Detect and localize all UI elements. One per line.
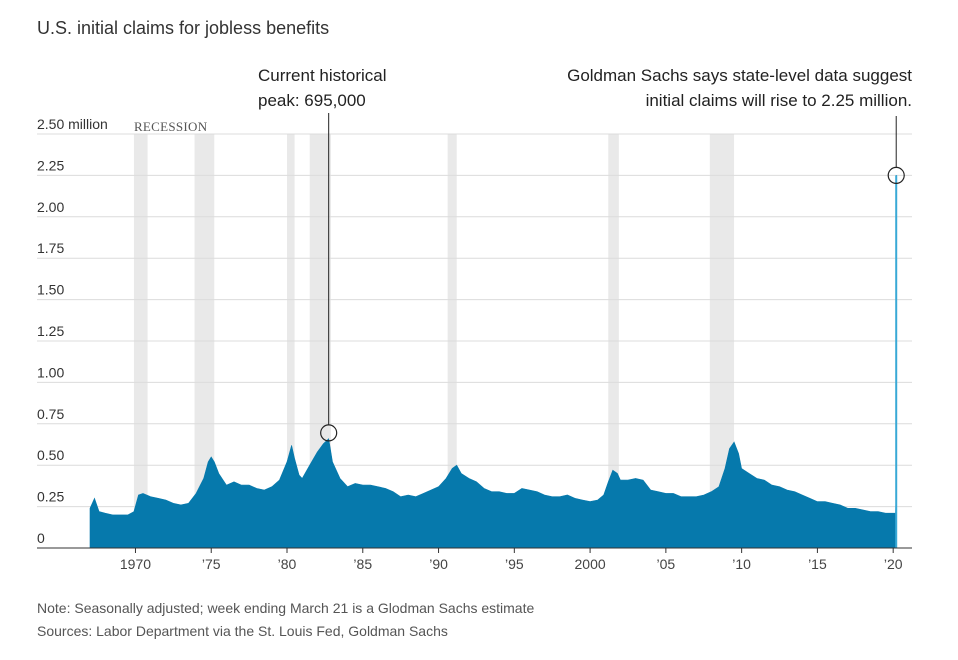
estimate-annotation-text: Goldman Sachs says state-level data sugg… [567, 66, 912, 85]
x-tick-label: ’15 [808, 556, 827, 572]
annotations: Current historical peak: 695,000 Goldman S… [258, 66, 912, 442]
x-tick-label: 2000 [575, 556, 606, 572]
y-tick-label: 1.75 [37, 240, 64, 256]
peak-annotation-text: Current historical [258, 66, 387, 85]
x-tick-label: ’95 [505, 556, 524, 572]
chart-title: U.S. initial claims for jobless benefits [37, 18, 330, 38]
estimate-annotation-text: initial claims will rise to 2.25 million… [646, 91, 912, 110]
peak-annotation-text: peak: 695,000 [258, 91, 366, 110]
x-tick-label: ’90 [429, 556, 448, 572]
x-tick-label: ’10 [732, 556, 751, 572]
claims-area-path [89, 175, 897, 549]
y-tick-label: 1.00 [37, 364, 64, 380]
x-tick-label: ’85 [353, 556, 372, 572]
claims-area [89, 175, 898, 549]
x-tick-label: ’20 [884, 556, 903, 572]
y-tick-label: 0.75 [37, 406, 64, 422]
chart-sources: Sources: Labor Department via the St. Lo… [37, 623, 448, 639]
y-tick-label: 2.00 [37, 199, 64, 215]
peak-marker [320, 424, 338, 442]
y-tick-label: 2.25 [37, 157, 64, 173]
recession-label: RECESSION [134, 119, 208, 134]
chart-note: Note: Seasonally adjusted; week ending M… [37, 600, 535, 616]
y-tick-label: 0.50 [37, 447, 64, 463]
y-tick-label: 0 [37, 530, 45, 546]
x-tick-label: ’80 [278, 556, 297, 572]
estimate-marker [887, 166, 905, 184]
y-tick-label: 1.50 [37, 282, 64, 298]
x-tick-label: 1970 [120, 556, 151, 572]
x-tick-label: ’75 [202, 556, 221, 572]
y-tick-label: 2.50 million [37, 116, 108, 132]
y-tick-label: 1.25 [37, 323, 64, 339]
y-tick-label: 0.25 [37, 489, 64, 505]
axes: 1970 ’75 ’80 ’85 ’90 ’95 2000 ’05 ’10 ’15 ’20 [37, 547, 912, 572]
x-tick-label: ’05 [657, 556, 676, 572]
